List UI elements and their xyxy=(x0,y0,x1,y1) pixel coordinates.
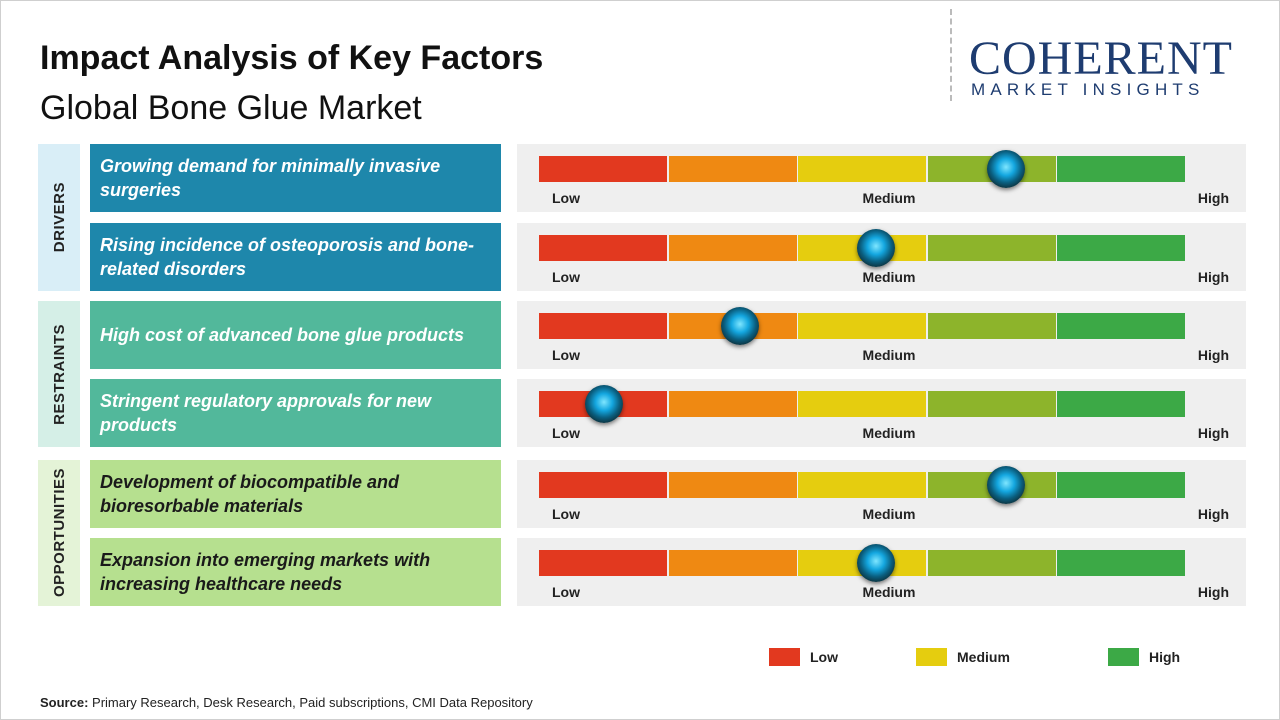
gauge-segment xyxy=(1057,472,1186,498)
divider xyxy=(950,9,952,101)
legend-label: Low xyxy=(810,649,838,665)
gauge-segment xyxy=(1057,313,1186,339)
scale-label: Low xyxy=(552,269,580,285)
logo-name: COHERENT xyxy=(969,32,1233,85)
scale-label: High xyxy=(1197,425,1229,441)
gauge-segment xyxy=(668,472,797,498)
gauge-segment xyxy=(1057,235,1186,261)
group-name: OPPORTUNITIES xyxy=(50,468,68,598)
gauge-segment xyxy=(927,235,1056,261)
impact-knob xyxy=(856,229,895,267)
group-label: RESTRAINTS xyxy=(38,301,80,447)
logo-tagline: MARKET INSIGHTS xyxy=(971,80,1205,99)
gauge-segment xyxy=(798,472,927,498)
impact-knob xyxy=(856,544,895,582)
group-label: OPPORTUNITIES xyxy=(38,460,80,606)
gauge-segment xyxy=(798,313,927,339)
gauge-segment xyxy=(539,550,668,576)
scale-label: Medium xyxy=(862,190,916,206)
gauge-segment xyxy=(927,313,1056,339)
scale-label: High xyxy=(1197,190,1229,206)
factor: Growing demand for minimally invasive su… xyxy=(90,144,501,212)
scale-label: Low xyxy=(552,584,580,600)
legend-swatch xyxy=(916,648,947,666)
scale-label: Low xyxy=(552,425,580,441)
scale-label: Medium xyxy=(862,584,916,600)
scale-label: High xyxy=(1197,584,1229,600)
subtitle: Global Bone Glue Market xyxy=(40,89,422,127)
group-label: DRIVERS xyxy=(38,144,80,291)
gauge-segment xyxy=(1057,156,1186,182)
scale-label: Low xyxy=(552,347,580,363)
gauge-segment xyxy=(927,550,1056,576)
factor: Development of biocompatible and bioreso… xyxy=(90,460,501,528)
group-name: DRIVERS xyxy=(50,182,68,253)
source-label: Source: xyxy=(40,695,89,710)
impact-knob xyxy=(720,307,759,345)
scale-label: Medium xyxy=(862,269,916,285)
gauge-segment xyxy=(539,235,668,261)
gauge-segment xyxy=(798,156,927,182)
scale-label: High xyxy=(1197,347,1229,363)
gauge-segment xyxy=(668,235,797,261)
gauge-segment xyxy=(539,156,668,182)
scale-label: High xyxy=(1197,506,1229,522)
scale-label: High xyxy=(1197,269,1229,285)
gauge-segment xyxy=(927,391,1056,417)
scale-label: Medium xyxy=(862,347,916,363)
gauge-segment xyxy=(668,156,797,182)
factor: Rising incidence of osteoporosis and bon… xyxy=(90,223,501,291)
gauge-segment xyxy=(668,550,797,576)
gauge-segment xyxy=(539,313,668,339)
legend-swatch xyxy=(1108,648,1139,666)
source: Source: Primary Research, Desk Research,… xyxy=(40,695,533,710)
legend-label: High xyxy=(1149,649,1181,665)
title: Impact Analysis of Key Factors xyxy=(40,39,544,77)
scale-label: Low xyxy=(552,190,580,206)
gauge-segment xyxy=(1057,550,1186,576)
impact-knob xyxy=(986,466,1025,504)
source-text: Primary Research, Desk Research, Paid su… xyxy=(92,695,533,710)
legend-label: Medium xyxy=(957,649,1010,665)
gauge-segment xyxy=(798,391,927,417)
gauge-segment xyxy=(539,472,668,498)
factor: Stringent regulatory approvals for new p… xyxy=(90,379,501,447)
gauge-segment xyxy=(1057,391,1186,417)
factor: High cost of advanced bone glue products xyxy=(90,301,501,369)
factor: Expansion into emerging markets with inc… xyxy=(90,538,501,606)
gauge-segment xyxy=(668,391,797,417)
scale-label: Medium xyxy=(862,425,916,441)
impact-knob xyxy=(986,150,1025,188)
impact-knob xyxy=(584,385,623,423)
scale-label: Low xyxy=(552,506,580,522)
group-name: RESTRAINTS xyxy=(50,323,68,425)
legend-swatch xyxy=(769,648,800,666)
scale-label: Medium xyxy=(862,506,916,522)
